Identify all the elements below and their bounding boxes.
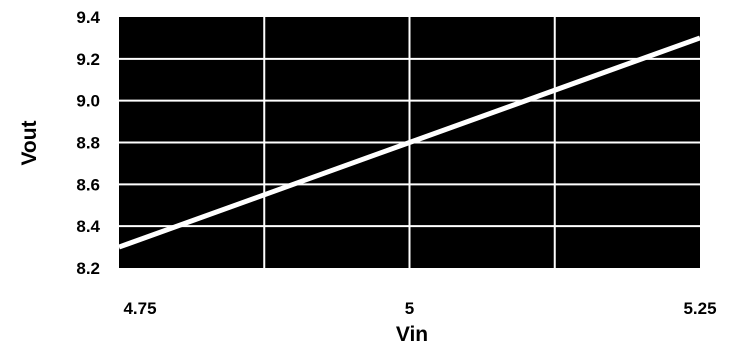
series-layer (118, 35, 701, 250)
y-tick-label: 8.6 (76, 175, 100, 194)
y-axis-title: Vout (18, 120, 41, 165)
vout-series-line (118, 35, 701, 250)
x-tick-label: 4.75 (123, 299, 156, 318)
y-tick-label: 9.4 (76, 8, 100, 27)
y-tick-label: 8.8 (76, 134, 100, 153)
x-tick-label: 5.25 (683, 299, 716, 318)
y-tick-label: 8.4 (76, 217, 100, 236)
y-tick-labels: 8.2 8.4 8.6 8.8 9.0 9.2 9.4 (76, 8, 100, 278)
y-tick-label: 9.0 (76, 92, 100, 111)
y-tick-label: 8.2 (76, 259, 100, 278)
y-tick-label: 9.2 (76, 50, 100, 69)
x-tick-labels: 4.75 5 5.25 (123, 299, 716, 318)
x-axis-title: Vin (396, 323, 428, 346)
x-tick-label: 5 (405, 299, 414, 318)
